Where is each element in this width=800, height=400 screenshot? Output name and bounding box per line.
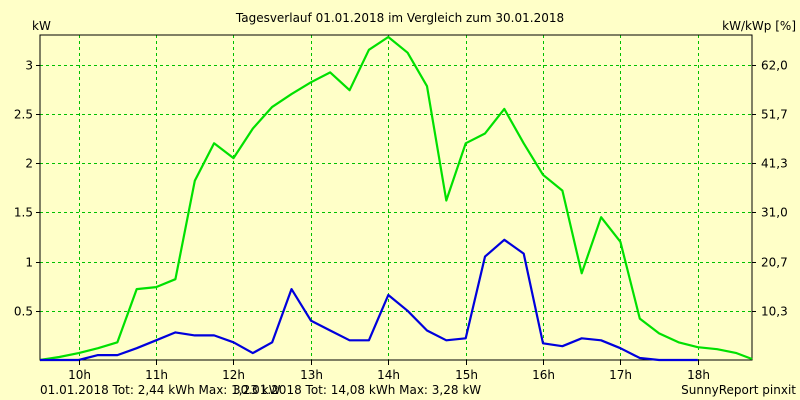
- x-tick-label: 10h: [68, 368, 91, 382]
- x-tick-label: 15h: [455, 368, 478, 382]
- y-tick-label-right: 31,0: [761, 206, 788, 220]
- y-axis-left-label: kW: [32, 19, 51, 33]
- x-tick-label: 17h: [609, 368, 632, 382]
- footer-credit: SunnyReport pinxit: [681, 383, 796, 397]
- y-axis-right-label: kW/kWp [%]: [722, 19, 796, 33]
- y-tick-label-right: 62,0: [761, 59, 788, 73]
- y-tick-label-right: 20,7: [761, 256, 788, 270]
- x-tick-label: 18h: [687, 368, 710, 382]
- y-tick-label-right: 41,3: [761, 157, 788, 171]
- x-tick-label: 13h: [300, 368, 323, 382]
- footer-series-2: 30.01.2018 Tot: 14,08 kWh Max: 3,28 kW: [233, 383, 481, 397]
- y-tick-label-left: 3: [25, 59, 33, 73]
- y-tick-label-left: 1.5: [14, 206, 33, 220]
- grid: [40, 35, 752, 360]
- y-tick-label-left: 2: [25, 157, 33, 171]
- footer-series-1: 01.01.2018 Tot: 2,44 kWh Max: 1,23 kW: [40, 383, 281, 397]
- y-tick-label-right: 10,3: [761, 305, 788, 319]
- y-tick-label-right: 51,7: [761, 108, 788, 122]
- series-line-30-01-2018: [39, 35, 753, 362]
- series-line-01-01-2018: [40, 238, 698, 362]
- x-tick-label: 11h: [145, 368, 168, 382]
- y-tick-label-left: 2.5: [14, 108, 33, 122]
- chart-title: Tagesverlauf 01.01.2018 im Vergleich zum…: [235, 11, 564, 25]
- y-tick-label-left: 0.5: [14, 305, 33, 319]
- plot-frame: [39, 34, 753, 361]
- x-tick-label: 14h: [377, 368, 400, 382]
- series-layer: [39, 35, 753, 362]
- x-tick-label: 12h: [222, 368, 245, 382]
- ticks: 10h 11h 12h 13h 14h 15h 16h 17h 18h 0.5 10,3 1 20,7 1…: [14, 59, 788, 383]
- x-tick-label: 16h: [532, 368, 555, 382]
- y-tick-label-left: 1: [25, 256, 33, 270]
